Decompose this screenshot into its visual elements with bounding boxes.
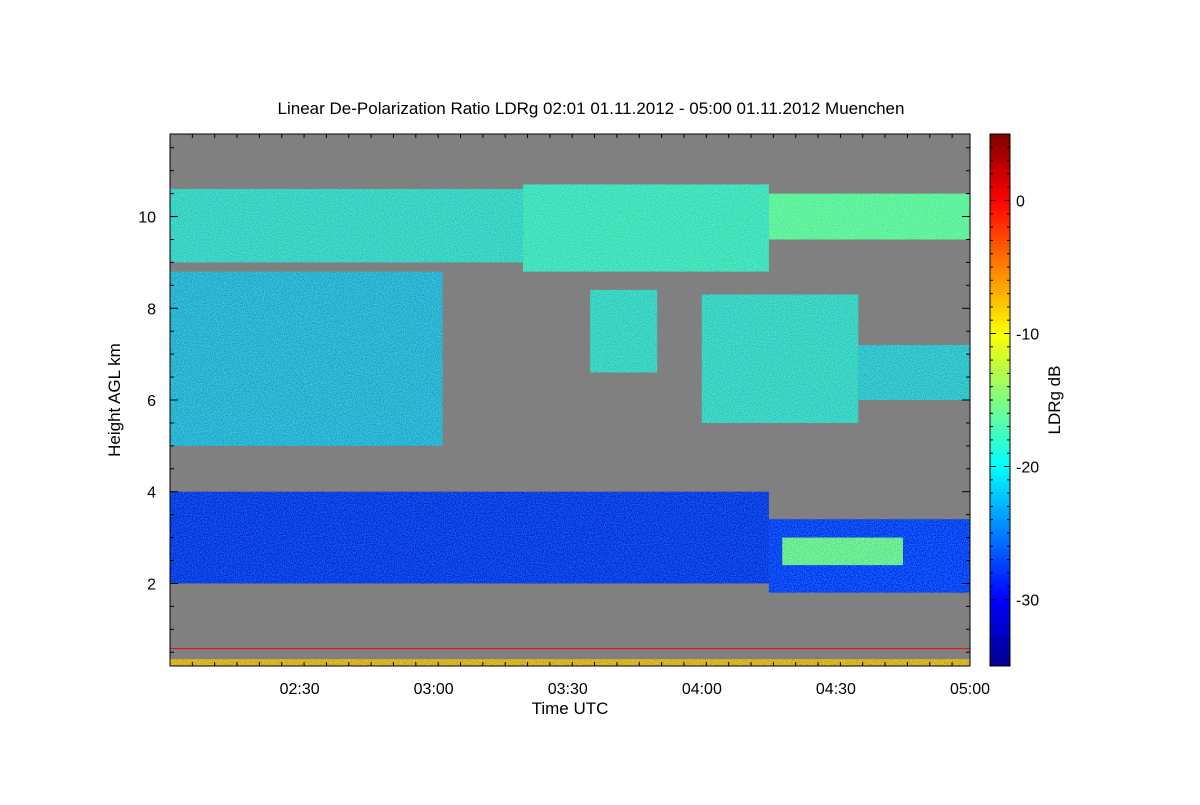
x-tick-label: 03:30 <box>548 681 588 698</box>
echo-layer <box>523 184 769 272</box>
y-axis: 2 4 6 8 10 <box>138 147 970 653</box>
echo-layer <box>170 491 769 584</box>
x-tick-label: 05:00 <box>950 681 990 698</box>
echo-layer <box>768 193 970 240</box>
colorbar-label: LDRg dB <box>1045 366 1064 435</box>
echo-layers <box>170 184 970 593</box>
x-axis-label: Time UTC <box>532 699 609 718</box>
y-axis-label: Height AGL km <box>105 343 124 457</box>
y-tick-label: 2 <box>147 576 156 593</box>
echo-layer <box>170 189 524 263</box>
y-tick-label: 4 <box>147 485 156 502</box>
echo-layer <box>170 271 443 446</box>
colorbar-tick-label: -20 <box>1016 460 1039 477</box>
echo-layer <box>590 289 658 373</box>
chart-title: Linear De-Polarization Ratio LDRg 02:01 … <box>278 99 905 118</box>
y-tick-label: 6 <box>147 393 156 410</box>
colorbar-tick-label: -10 <box>1016 327 1039 344</box>
echo-layer <box>858 344 970 400</box>
x-tick-label: 04:30 <box>816 681 856 698</box>
x-tick-label: 03:00 <box>414 681 454 698</box>
y-tick-label: 8 <box>147 301 156 318</box>
colorbar-tick-label: -30 <box>1016 593 1039 610</box>
echo-layer <box>701 294 859 423</box>
colorbar-axis: 0 -10 -20 -30 <box>990 133 1039 667</box>
echo-layer <box>782 537 903 566</box>
colorbar-tick-label: 0 <box>1016 194 1025 211</box>
x-axis: 02:30 03:00 03:30 04:00 04:30 05:00 <box>169 134 990 698</box>
x-tick-label: 02:30 <box>280 681 320 698</box>
x-tick-label: 04:00 <box>682 681 722 698</box>
y-tick-label: 10 <box>138 210 156 227</box>
near-ground-return <box>170 648 970 666</box>
